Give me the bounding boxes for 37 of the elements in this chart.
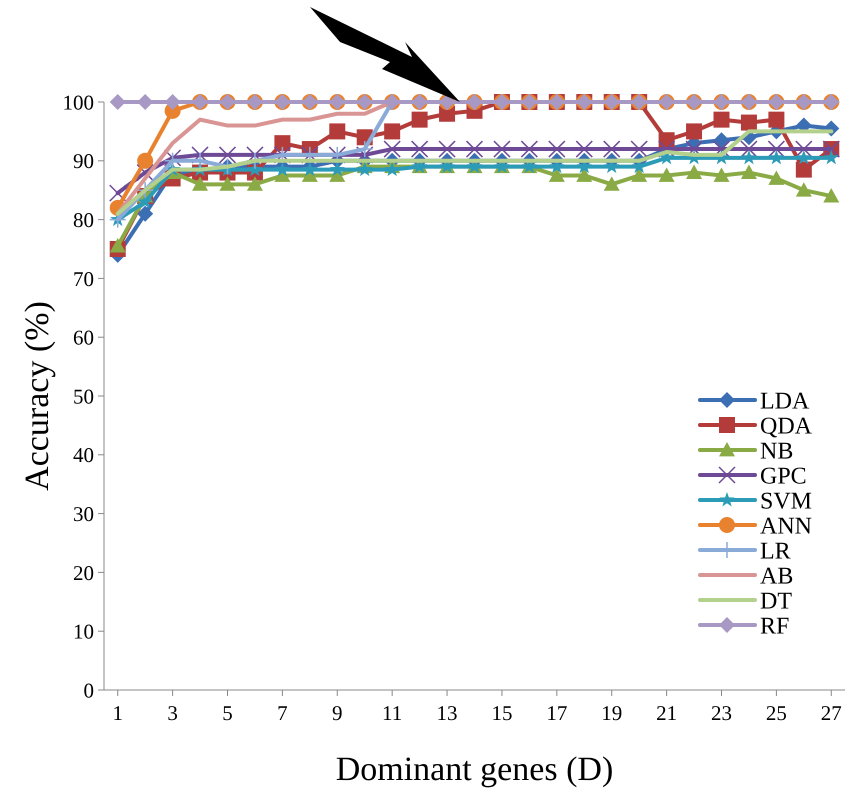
legend-label: LR bbox=[760, 538, 791, 564]
x-tick-label: 11 bbox=[382, 701, 402, 725]
legend-label: ANN bbox=[760, 513, 812, 540]
y-tick-label: 90 bbox=[73, 149, 94, 174]
y-tick-label: 70 bbox=[73, 266, 94, 291]
x-tick-label: 9 bbox=[332, 701, 343, 725]
legend-label: NB bbox=[760, 438, 794, 464]
legend-label: DT bbox=[760, 588, 792, 614]
x-tick-label: 7 bbox=[277, 701, 288, 725]
x-tick-label: 19 bbox=[601, 701, 622, 725]
legend-label: RF bbox=[760, 613, 790, 640]
legend-label: QDA bbox=[760, 413, 813, 440]
y-axis-title: Accuracy (%) bbox=[19, 301, 56, 491]
y-tick-label: 40 bbox=[73, 443, 94, 468]
y-tick-label: 20 bbox=[73, 560, 94, 585]
x-tick-label: 27 bbox=[820, 701, 842, 725]
y-tick-label: 60 bbox=[73, 326, 94, 350]
x-tick-label: 23 bbox=[711, 701, 732, 725]
x-axis-title: Dominant genes (D) bbox=[336, 751, 614, 788]
y-tick-label: 100 bbox=[62, 90, 94, 114]
x-tick-label: 15 bbox=[491, 701, 512, 725]
legend-label: LDA bbox=[760, 388, 810, 414]
y-tick-label: 80 bbox=[73, 208, 94, 232]
y-tick-label: 0 bbox=[84, 678, 94, 702]
x-tick-label: 13 bbox=[436, 701, 458, 725]
y-tick-label: 30 bbox=[73, 502, 94, 526]
x-tick-label: 21 bbox=[656, 701, 678, 725]
legend-label: GPC bbox=[760, 463, 807, 490]
x-tick-label: 3 bbox=[167, 701, 178, 725]
x-tick-label: 25 bbox=[766, 701, 787, 725]
x-tick-label: 17 bbox=[546, 701, 568, 725]
y-tick-label: 10 bbox=[73, 620, 94, 644]
x-tick-label: 1 bbox=[112, 701, 123, 725]
x-tick-label: 5 bbox=[222, 701, 233, 725]
y-tick-label: 50 bbox=[73, 384, 94, 408]
legend-label: AB bbox=[760, 563, 794, 590]
legend-label: SVM bbox=[760, 488, 812, 514]
